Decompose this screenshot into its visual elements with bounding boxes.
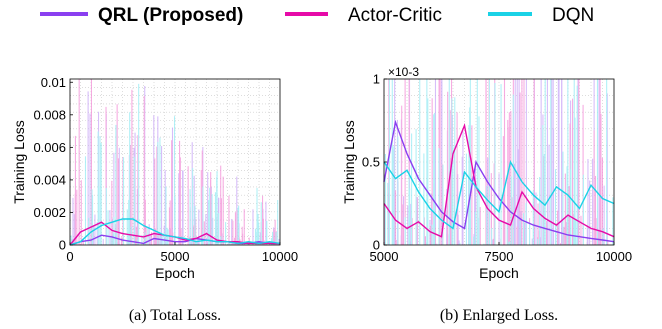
series-line-dqn xyxy=(69,218,281,246)
series-line-dqn xyxy=(383,160,615,230)
y-axis-label: Training Loss xyxy=(341,120,357,204)
y-tick-label: 0.008 xyxy=(33,107,66,122)
y-tick-label: 0.5 xyxy=(362,155,380,170)
chart-panel-total-loss: 0 5000 10000 0 0.002 0.004 0.006 0.008 0.01 Epoch… xyxy=(11,75,298,324)
subfigure-caption: (a) Total Loss. xyxy=(129,307,221,324)
chart-panel-enlarged-loss: 5000 7500 10000 0 0.5 1 ×10-3 Epoch Training Los… xyxy=(341,65,632,324)
x-axis-label: Epoch xyxy=(479,265,519,281)
y-tick-label: 0.004 xyxy=(33,172,66,187)
y-tick-label: 1 xyxy=(373,72,380,87)
y-tick-label: 0.01 xyxy=(41,75,66,90)
legend-label: Actor-Critic xyxy=(348,5,442,26)
x-tick-label: 0 xyxy=(66,249,73,264)
x-tick-label: 7500 xyxy=(485,249,514,264)
legend-label: QRL (Proposed) xyxy=(98,5,243,26)
x-tick-label: 10000 xyxy=(596,249,632,264)
raw-loss-traces xyxy=(70,79,280,245)
legend: QRL (Proposed) Actor-Critic DQN xyxy=(40,5,594,26)
series-line-actor-critic xyxy=(383,123,615,238)
y-axis-multiplier: ×10-3 xyxy=(388,65,419,79)
x-tick-label: 5000 xyxy=(370,249,399,264)
subfigure-caption: (b) Enlarged Loss. xyxy=(440,307,558,324)
x-axis-label: Epoch xyxy=(155,265,195,281)
y-axis-label: Training Loss xyxy=(11,120,27,204)
series-line-qrl-proposed xyxy=(383,119,615,243)
legend-label: DQN xyxy=(552,5,594,26)
x-tick-label: 5000 xyxy=(161,249,190,264)
y-tick-label: 0.006 xyxy=(33,140,66,155)
y-tick-label: 0.002 xyxy=(33,205,66,220)
x-tick-label: 10000 xyxy=(262,249,298,264)
y-tick-label: 0 xyxy=(59,238,66,253)
y-tick-label: 0 xyxy=(373,238,380,253)
